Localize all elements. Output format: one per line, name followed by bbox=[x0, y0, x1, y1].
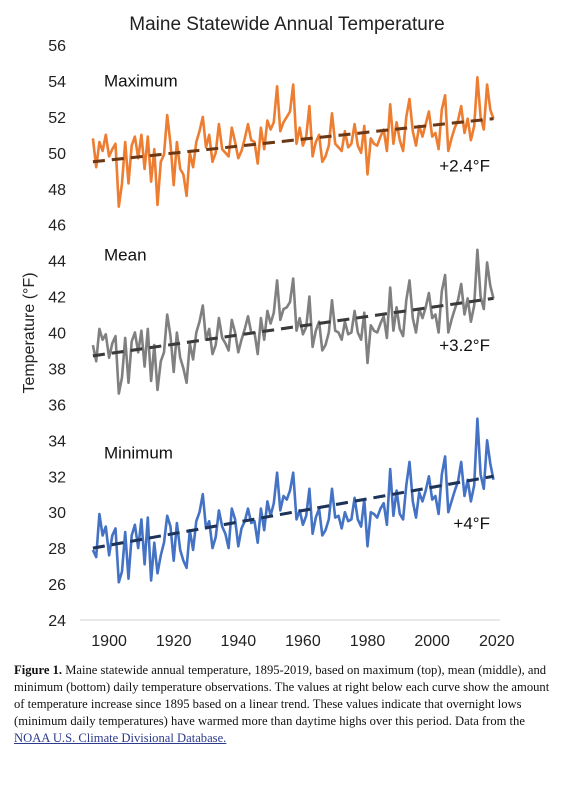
series-name-label: Minimum bbox=[104, 443, 173, 462]
trend-line-shadow bbox=[92, 117, 494, 164]
series-name-label: Maximum bbox=[104, 71, 178, 90]
series-line bbox=[91, 248, 495, 395]
series-mean: Mean +3.2°F bbox=[91, 246, 495, 395]
trend-value-label: +2.4°F bbox=[439, 156, 490, 175]
noaa-database-link[interactable]: NOAA U.S. Climate Divisional Database. bbox=[14, 731, 227, 745]
figure-caption: Figure 1. Maine statewide annual tempera… bbox=[14, 662, 554, 747]
y-tick-label: 34 bbox=[48, 433, 66, 450]
temperature-chart: Maine Statewide Annual Temperature Tempe… bbox=[21, 14, 515, 650]
x-axis-ticks: 1900 1920 1940 1960 1980 2000 2020 bbox=[91, 633, 514, 650]
caption-label: Figure 1. bbox=[14, 663, 63, 677]
series-name-label: Mean bbox=[104, 246, 147, 265]
trend-line-shadow bbox=[92, 474, 494, 550]
y-tick-label: 36 bbox=[48, 397, 66, 414]
y-tick-label: 26 bbox=[48, 577, 66, 594]
y-tick-label: 24 bbox=[48, 613, 66, 630]
y-tick-label: 50 bbox=[48, 146, 66, 163]
trend-value-label: +3.2°F bbox=[439, 336, 490, 355]
trend-value-label: +4°F bbox=[453, 514, 490, 533]
series-maximum: Maximum +2.4°F bbox=[91, 71, 495, 208]
series-minimum: Minimum +4°F bbox=[91, 417, 495, 584]
y-tick-label: 32 bbox=[48, 469, 66, 486]
chart-title: Maine Statewide Annual Temperature bbox=[129, 14, 444, 35]
y-tick-label: 56 bbox=[48, 38, 66, 55]
y-tick-label: 44 bbox=[48, 254, 66, 271]
series-line bbox=[91, 417, 495, 584]
y-tick-label: 28 bbox=[48, 541, 66, 558]
x-tick-label: 2000 bbox=[414, 633, 450, 650]
y-tick-label: 54 bbox=[48, 74, 66, 91]
y-axis-label: Temperature (°F) bbox=[21, 272, 38, 393]
y-tick-label: 40 bbox=[48, 326, 66, 343]
x-tick-label: 1960 bbox=[285, 633, 321, 650]
y-tick-label: 42 bbox=[48, 290, 66, 307]
y-tick-label: 52 bbox=[48, 110, 66, 127]
y-tick-label: 38 bbox=[48, 361, 66, 378]
y-axis-ticks: 24 26 28 30 32 34 36 38 40 42 44 46 48 50 52 54 56 bbox=[48, 38, 66, 630]
y-tick-label: 46 bbox=[48, 218, 66, 235]
trend-line-shadow bbox=[92, 296, 494, 358]
x-tick-label: 1940 bbox=[221, 633, 257, 650]
x-tick-label: 2020 bbox=[479, 633, 515, 650]
x-tick-label: 1980 bbox=[350, 633, 386, 650]
y-tick-label: 30 bbox=[48, 505, 66, 522]
series-line bbox=[91, 76, 495, 208]
series-layer: Maximum +2.4°F Mean +3.2°F Minimum +4°F bbox=[91, 71, 495, 584]
x-tick-label: 1900 bbox=[91, 633, 127, 650]
caption-text: Maine statewide annual temperature, 1895… bbox=[14, 663, 550, 728]
x-tick-label: 1920 bbox=[156, 633, 192, 650]
y-tick-label: 48 bbox=[48, 182, 66, 199]
